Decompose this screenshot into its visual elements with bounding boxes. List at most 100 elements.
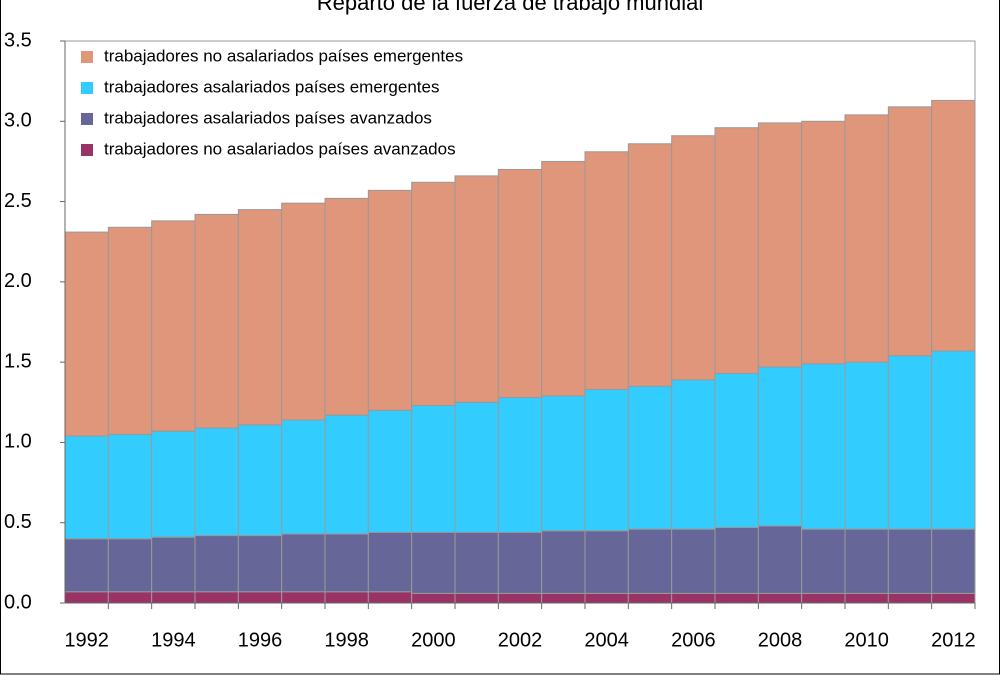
bar-segment (541, 592, 586, 604)
bar-segment (541, 530, 586, 594)
bar-segment (931, 350, 976, 530)
bar-segment (844, 528, 889, 594)
bar-segment (497, 396, 543, 533)
bar-segment (931, 99, 976, 352)
bar-segment (151, 536, 196, 593)
bar-segment (801, 528, 846, 594)
y-tick-label: 2.5 (4, 190, 32, 212)
bar-segment (151, 220, 196, 432)
legend-label: trabajadores asalariados países emergent… (104, 77, 439, 96)
bar-segment (627, 143, 673, 387)
bar-segment (671, 379, 716, 530)
bar-segment (107, 226, 153, 435)
x-tick-label: 2000 (411, 629, 456, 651)
y-tick-label: 0.5 (4, 511, 32, 533)
bar-segment (584, 530, 629, 594)
bar-segment (931, 528, 976, 594)
bar-segment (497, 168, 543, 398)
legend-label: trabajadores no asalariados países avanz… (104, 139, 456, 158)
legend-label: trabajadores no asalariados países emerg… (104, 46, 463, 65)
bar-segment (671, 528, 716, 594)
y-tick-label: 3.5 (4, 29, 32, 51)
bar-segment (454, 401, 499, 533)
bar-segment (367, 409, 413, 533)
bar-segment (887, 528, 933, 594)
bar-segment (107, 433, 153, 540)
bar-segment (151, 430, 196, 538)
y-tick-label: 1.0 (4, 431, 32, 453)
bar-segment (237, 535, 283, 593)
bar-segment (627, 385, 673, 530)
bar-segment (237, 591, 283, 604)
bar-segment (844, 114, 889, 363)
legend-label: trabajadores asalariados países avanzado… (104, 108, 432, 127)
y-tick-label: 3.0 (4, 110, 32, 132)
bar-segment (107, 538, 153, 593)
y-tick-label: 2.0 (4, 270, 32, 292)
bar-segment (194, 427, 239, 537)
bar-segment (281, 591, 326, 604)
bar-segment (324, 197, 369, 416)
bar-segment (411, 181, 456, 406)
bar-segment (671, 135, 716, 381)
bar-segment (627, 592, 673, 604)
bar-segment (887, 355, 933, 530)
bar-segment (411, 531, 456, 594)
x-tick-label: 2008 (758, 629, 803, 651)
bar-segment (757, 592, 803, 604)
bar-segment (801, 120, 846, 365)
bar-segment (541, 395, 586, 532)
bar-segment (844, 592, 889, 604)
bar-segment (454, 592, 499, 604)
bar-segment (237, 424, 283, 537)
bar-segment (584, 388, 629, 532)
bar-segment (151, 591, 196, 604)
x-tick-label: 1998 (324, 629, 369, 651)
bar-segment (194, 535, 239, 593)
chart-title: Reparto de la fuerza de trabajo mundial (317, 0, 703, 15)
x-tick-label: 2006 (671, 629, 716, 651)
bar-segment (324, 414, 369, 535)
bar-segment (194, 591, 239, 604)
bar-segment (281, 202, 326, 421)
bar-segment (497, 531, 543, 594)
legend-swatch (81, 144, 93, 156)
bar-segment (757, 366, 803, 527)
bar-segment (584, 151, 629, 390)
bar-segment (367, 531, 413, 593)
bar-segment (411, 404, 456, 533)
legend-swatch (81, 82, 93, 94)
bar-segment (714, 592, 759, 604)
bar-segment (801, 592, 846, 604)
bar-segment (107, 591, 153, 604)
y-tick-label: 0.0 (4, 591, 32, 613)
bar-segment (584, 592, 629, 604)
bar-segment (194, 213, 239, 429)
bar-segment (887, 106, 933, 357)
bar-segment (367, 591, 413, 604)
bar-segment (497, 592, 543, 604)
bar-segment (844, 361, 889, 530)
bar-segment (64, 435, 109, 540)
bar-segment (324, 533, 369, 593)
legend-swatch (81, 51, 93, 63)
bar-segment (714, 372, 759, 529)
bar-segment (757, 525, 803, 594)
bar-segment (281, 533, 326, 593)
x-tick-label: 1994 (151, 629, 196, 651)
x-tick-label: 2012 (931, 629, 976, 651)
bar-segment (801, 363, 846, 530)
x-tick-label: 1992 (64, 629, 109, 651)
bar-segment (64, 591, 109, 604)
bar-segment (324, 591, 369, 604)
bar-segment (64, 231, 109, 437)
y-tick-label: 1.5 (4, 350, 32, 372)
bar-segment (281, 419, 326, 535)
bar-segment (454, 175, 499, 403)
bar-segment (757, 122, 803, 368)
x-tick-label: 2002 (498, 629, 543, 651)
bar-segment (541, 160, 586, 397)
bar-segment (367, 189, 413, 411)
bar-segment (714, 527, 759, 594)
